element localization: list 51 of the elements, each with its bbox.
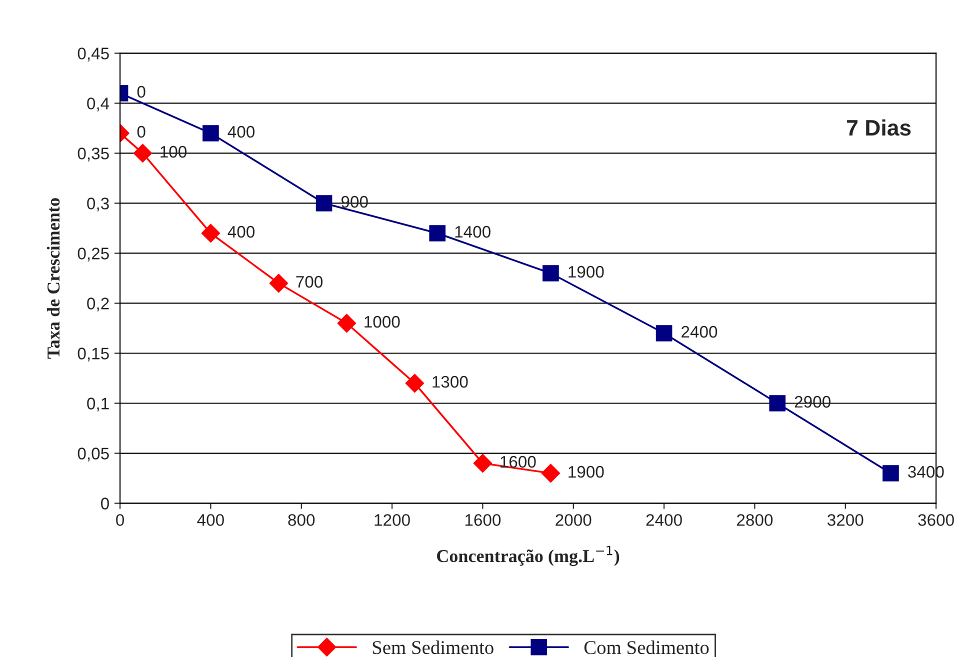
x-tick-label: 1200 [374, 514, 410, 526]
annotation: 2400 [682, 326, 718, 338]
point [542, 265, 559, 282]
point [405, 374, 424, 393]
point [656, 325, 672, 342]
point [316, 195, 332, 212]
legend-label: Sem Sedimento [372, 640, 494, 654]
annotation: 1300 [432, 376, 468, 388]
annotation: 0 [137, 86, 146, 98]
annotation: 0 [137, 126, 146, 138]
point [882, 465, 899, 482]
point [473, 454, 492, 473]
y-tick-label: 0,35 [78, 148, 109, 162]
y-tick-label: 0,45 [78, 48, 109, 62]
annotation: 1900 [568, 466, 604, 478]
y-tick-label: 0,05 [78, 448, 109, 462]
annotation: 7 Dias [847, 119, 911, 136]
y-tick-label: 0,3 [87, 198, 109, 212]
point [133, 144, 152, 163]
annotation: 400 [228, 226, 255, 238]
y-axis-title: Taxa de Crescimento [46, 198, 60, 359]
x-tick-label: 3600 [918, 514, 954, 526]
x-tick-label: 800 [288, 514, 315, 526]
y-tick-label: 0,25 [78, 248, 109, 262]
y-tick-label: 0,2 [87, 298, 109, 312]
x-tick-label: 400 [197, 514, 224, 526]
annotation: 700 [296, 276, 323, 288]
y-tick-label: 0,1 [87, 398, 109, 412]
legend-label: Com Sedimento [584, 640, 709, 654]
annotation: 1600 [500, 456, 536, 468]
point [269, 274, 288, 293]
x-tick-label: 1600 [465, 514, 501, 526]
annotation: 1000 [364, 316, 400, 328]
annotation: 1900 [568, 266, 604, 278]
y-tick-label: 0,15 [78, 348, 109, 362]
x-tick-label: 2000 [556, 514, 592, 526]
annotation: 400 [228, 126, 255, 138]
point [202, 125, 219, 142]
y-tick-label: 0 [101, 498, 109, 510]
point [769, 395, 786, 412]
point [429, 225, 446, 242]
y-tick-label: 0,4 [87, 98, 110, 112]
x-axis-title: Concentração (mg.L$^{−1}$) [437, 546, 620, 566]
annotation: 1400 [455, 226, 490, 238]
x-tick-label: 2400 [646, 514, 682, 526]
point [541, 464, 560, 483]
x-tick-label: 2800 [737, 514, 773, 526]
point [337, 314, 356, 333]
point [201, 224, 220, 243]
x-tick-label: 0 [116, 514, 124, 526]
x-tick-label: 3200 [827, 514, 864, 526]
